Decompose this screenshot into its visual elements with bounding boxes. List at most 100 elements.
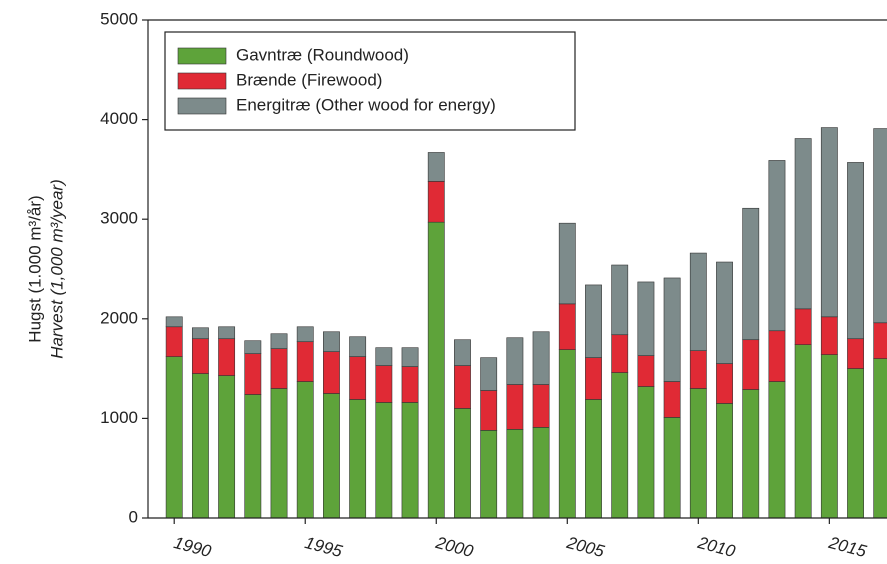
- bar-segment: [323, 393, 340, 519]
- bar-segment: [768, 160, 786, 332]
- bar-segment: [847, 368, 864, 519]
- x-tick-label: 2010: [695, 533, 738, 562]
- bar-segment: [244, 394, 262, 519]
- bar-segment: [873, 358, 887, 519]
- y-axis-label-2: Harvest (1,000 m³/year): [47, 179, 66, 359]
- bar-segment: [532, 384, 550, 428]
- bar-segment: [480, 430, 498, 519]
- bar-segment: [480, 357, 498, 391]
- bar-segment: [742, 389, 760, 519]
- bar-segment: [480, 390, 498, 431]
- bar-segment: [165, 316, 183, 328]
- bar-segment: [873, 322, 887, 359]
- bar-segment: [506, 429, 524, 519]
- bar-segment: [323, 331, 340, 352]
- legend-box: [164, 31, 576, 131]
- bar-segment: [244, 353, 262, 395]
- legend-label: Energitræ (Other wood for energy): [236, 95, 496, 114]
- bar-segment: [218, 326, 236, 340]
- bar-segment: [349, 399, 367, 519]
- bar-segment: [454, 365, 471, 409]
- bar-segment: [742, 339, 760, 390]
- bar-segment: [637, 386, 655, 519]
- bar-segment: [585, 284, 602, 358]
- bar-segment: [663, 417, 681, 519]
- bar-segment: [165, 356, 183, 519]
- bar-segment: [296, 341, 314, 382]
- y-tick-label: 5000: [100, 9, 138, 28]
- bar-segment: [768, 381, 786, 519]
- bar-segment: [611, 334, 629, 373]
- bar-segment: [663, 381, 681, 418]
- bar-segment: [191, 373, 209, 519]
- legend-swatch: [177, 72, 227, 90]
- bar-segment: [427, 181, 445, 223]
- bar-segment: [506, 337, 524, 385]
- bar-segment: [637, 281, 655, 356]
- bar-segment: [427, 221, 445, 519]
- y-tick-label: 2000: [100, 308, 138, 327]
- bar-segment: [532, 331, 550, 385]
- y-tick-label: 0: [129, 507, 138, 526]
- bar-segment: [611, 372, 629, 519]
- legend: Gavntræ (Roundwood) Brænde (Firewood) Ener…: [164, 31, 576, 131]
- bar-segment: [218, 338, 236, 376]
- y-tick-label: 3000: [100, 209, 138, 228]
- bar-segment: [716, 261, 733, 364]
- bar-segment: [270, 388, 288, 519]
- bar-segment: [585, 357, 602, 400]
- bar-segment: [820, 127, 838, 318]
- bar-segment: [349, 356, 367, 400]
- bar-segment: [270, 333, 288, 349]
- bar-segment: [454, 408, 471, 519]
- bar-segment: [716, 363, 733, 404]
- bar-segment: [558, 222, 576, 305]
- bar-segment: [689, 252, 707, 351]
- bar-segment: [794, 308, 812, 345]
- x-tick-label: 2015: [826, 533, 869, 562]
- bar-segment: [270, 348, 288, 389]
- bar-segment: [663, 277, 681, 382]
- legend-label: Brænde (Firewood): [236, 70, 382, 89]
- bar-segment: [794, 344, 812, 519]
- bar-segment: [820, 354, 838, 519]
- x-tick-label: 2005: [564, 533, 607, 562]
- bar-segment: [611, 264, 629, 336]
- bar-segment: [401, 402, 419, 519]
- bar-segment: [296, 326, 314, 343]
- bar-segment: [794, 138, 812, 310]
- bar-segment: [323, 351, 340, 394]
- y-tick-label: 1000: [100, 408, 138, 427]
- bar-segment: [742, 207, 760, 341]
- bar-segment: [820, 316, 838, 355]
- bar-segment: [191, 338, 209, 374]
- x-tick-label: 1990: [172, 533, 214, 561]
- bar-segment: [191, 327, 209, 340]
- bar-segment: [716, 403, 733, 519]
- legend-swatch: [177, 47, 227, 65]
- bar-segment: [768, 330, 786, 382]
- bar-segment: [244, 340, 262, 354]
- x-tick-label: 1995: [303, 533, 345, 561]
- bar-segment: [427, 152, 445, 182]
- bar-segment: [847, 338, 864, 369]
- bar-segment: [375, 347, 393, 366]
- bar-segment: [296, 381, 314, 519]
- bar-segment: [558, 349, 576, 519]
- bar-segment: [506, 384, 524, 430]
- y-tick-label: 4000: [100, 109, 138, 128]
- bar-segment: [401, 347, 419, 367]
- bar-segment: [689, 388, 707, 519]
- plot-area: [165, 127, 887, 519]
- bar-segment: [532, 427, 550, 519]
- bar-segment: [689, 350, 707, 389]
- bar-segment: [558, 303, 576, 350]
- bar-segment: [375, 365, 393, 403]
- x-tick-label: 2000: [433, 533, 476, 562]
- bar-segment: [218, 375, 236, 519]
- bar-segment: [847, 162, 864, 340]
- bar-segment: [454, 339, 471, 366]
- legend-label: Gavntræ (Roundwood): [236, 45, 409, 64]
- legend-swatch: [177, 97, 227, 115]
